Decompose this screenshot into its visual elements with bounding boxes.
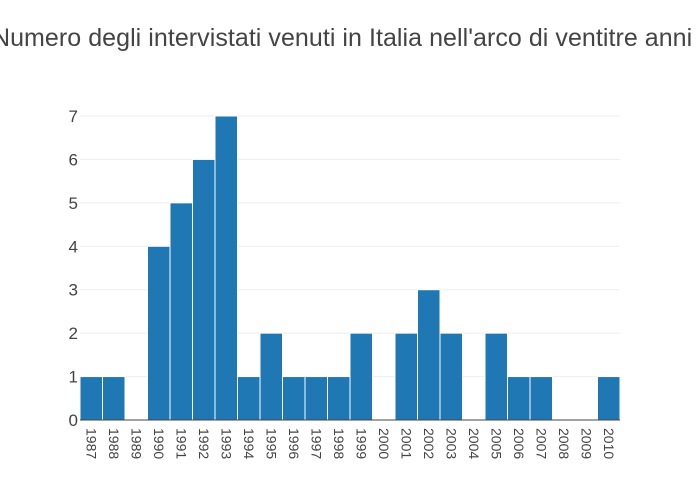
y-tick-label: 7 [69, 107, 78, 126]
bar-1988 [102, 376, 126, 421]
y-tick-label: 2 [69, 324, 78, 343]
x-tick-label: 2005 [488, 428, 504, 459]
x-tick-label: 2008 [556, 428, 572, 459]
x-tick-label: 1990 [151, 428, 167, 459]
x-tick-label: 2000 [376, 428, 392, 459]
bar-2005 [484, 332, 508, 421]
bar-2001 [394, 332, 418, 421]
x-tick-label: 2006 [511, 428, 527, 459]
x-tick-label: 1987 [83, 428, 99, 459]
bar-1992 [192, 158, 216, 421]
x-tick-label: 1988 [106, 428, 122, 459]
bar-1996 [282, 376, 306, 421]
x-tick-label: 1993 [218, 428, 234, 459]
x-tick-label: 1999 [353, 428, 369, 459]
x-tick-label: 2007 [533, 428, 549, 459]
chart-title: Numero degli intervistati venuti in Ital… [0, 24, 693, 52]
x-tick-label: 2010 [601, 428, 617, 459]
x-tick-label: 2002 [421, 428, 437, 459]
y-tick-label: 0 [69, 411, 78, 430]
x-tick-label: 1998 [331, 428, 347, 459]
bar-1993 [214, 115, 238, 421]
bar-2002 [417, 289, 441, 421]
bar-2003 [439, 332, 463, 421]
bars [79, 115, 621, 421]
x-tick-label: 1991 [173, 428, 189, 459]
y-tick-label: 4 [69, 237, 78, 256]
x-tick-label: 2003 [443, 428, 459, 459]
bar-1995 [259, 332, 283, 421]
bar-1999 [349, 332, 373, 421]
x-tick-label: 2001 [398, 428, 414, 459]
x-tick-label: 1997 [308, 428, 324, 459]
x-tick-label: 1994 [241, 428, 257, 459]
y-tick-label: 5 [69, 194, 78, 213]
x-tick-label: 1996 [286, 428, 302, 459]
x-axis-ticks: 1987 1988 1989 1990 1991 1992 1993 1994 1995 1996… [83, 428, 617, 459]
x-tick-label: 1992 [196, 428, 212, 459]
bar-1998 [327, 376, 351, 421]
bar-2006 [507, 376, 531, 421]
bar-1994 [237, 376, 261, 421]
y-tick-label: 1 [69, 368, 78, 387]
y-tick-label: 3 [69, 281, 78, 300]
x-tick-label: 2009 [578, 428, 594, 459]
x-tick-label: 1995 [263, 428, 279, 459]
y-tick-label: 6 [69, 150, 78, 169]
x-tick-label: 1989 [128, 428, 144, 459]
bar-2010 [597, 376, 621, 421]
bar-1990 [147, 245, 171, 421]
bar-1987 [79, 376, 103, 421]
x-tick-label: 2004 [466, 428, 482, 459]
bar-2007 [529, 376, 553, 421]
bar-1991 [169, 202, 193, 421]
bar-1997 [304, 376, 328, 421]
y-axis-ticks: 0 1 2 3 4 5 6 7 [69, 107, 78, 430]
